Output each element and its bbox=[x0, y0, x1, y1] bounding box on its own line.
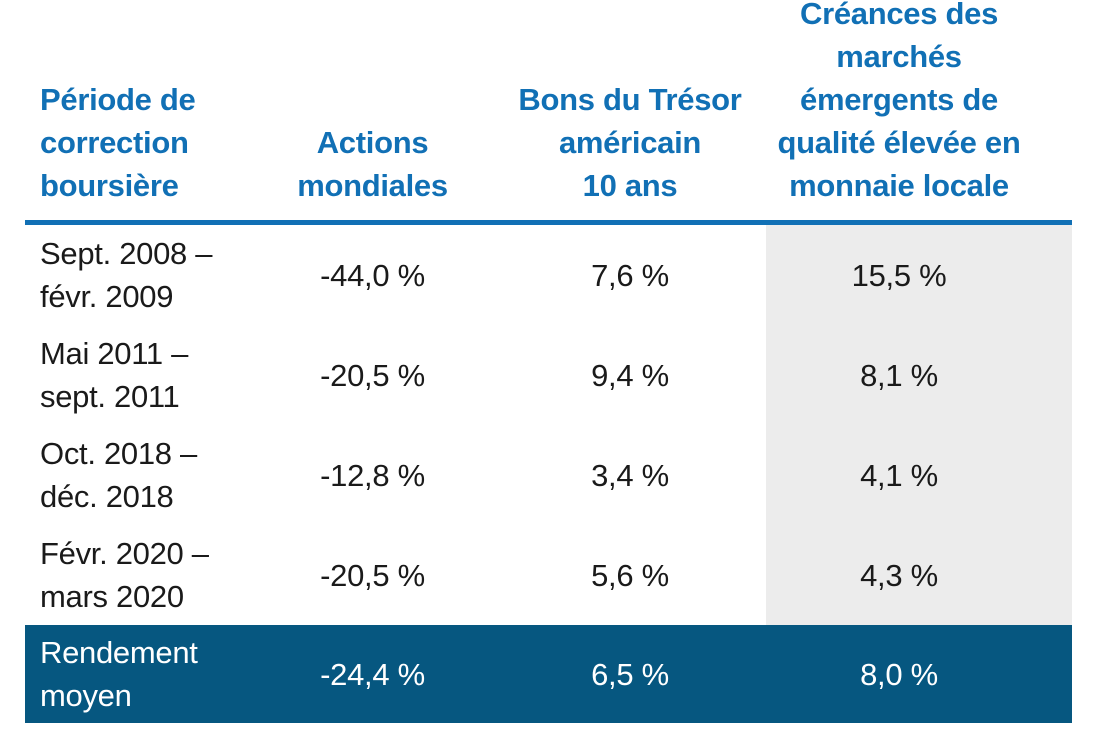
col-header-global-equities: Actions mondiales bbox=[297, 125, 448, 203]
col-header-us-treasury: Bons du Trésor américain 10 ans bbox=[518, 82, 742, 203]
cell-em-debt: 8,1 % bbox=[860, 357, 938, 393]
cell-equities: -20,5 % bbox=[320, 557, 425, 593]
cell-treasury: 9,4 % bbox=[591, 357, 669, 393]
cell-em-debt: 4,3 % bbox=[860, 557, 938, 593]
cell-equities: -12,8 % bbox=[320, 457, 425, 493]
header-divider-line bbox=[25, 220, 1072, 225]
cell-period: Sept. 2008 – févr. 2009 bbox=[40, 236, 213, 314]
table-header-row: Période de correction boursière Actions … bbox=[0, 0, 1100, 207]
col-header-period: Période de correction boursière bbox=[40, 82, 196, 203]
cell-period: Févr. 2020 – mars 2020 bbox=[40, 536, 209, 614]
table-row: Sept. 2008 – févr. 2009 -44,0 % 7,6 % 15… bbox=[25, 225, 1072, 325]
cell-treasury: 6,5 % bbox=[591, 656, 669, 692]
cell-treasury: 3,4 % bbox=[591, 457, 669, 493]
table-row: Févr. 2020 – mars 2020 -20,5 % 5,6 % 4,3… bbox=[25, 525, 1072, 625]
cell-period: Mai 2011 – sept. 2011 bbox=[40, 336, 189, 414]
cell-em-debt: 8,0 % bbox=[860, 656, 938, 692]
col-header-em-debt: Créances des marchés émergents de qualit… bbox=[777, 0, 1021, 203]
cell-equities: -44,0 % bbox=[320, 257, 425, 293]
cell-treasury: 5,6 % bbox=[591, 557, 669, 593]
cell-em-debt: 4,1 % bbox=[860, 457, 938, 493]
table-row: Oct. 2018 – déc. 2018 -12,8 % 3,4 % 4,1 … bbox=[25, 425, 1072, 525]
cell-period: Oct. 2018 – déc. 2018 bbox=[40, 436, 197, 514]
cell-equities: -24,4 % bbox=[320, 656, 425, 692]
highlight-column-background bbox=[766, 225, 1072, 625]
cell-period: Rendement moyen bbox=[40, 635, 198, 713]
cell-treasury: 7,6 % bbox=[591, 257, 669, 293]
cell-em-debt: 15,5 % bbox=[851, 257, 947, 293]
table-row: Mai 2011 – sept. 2011 -20,5 % 9,4 % 8,1 … bbox=[25, 325, 1072, 425]
average-return-row: Rendement moyen -24,4 % 6,5 % 8,0 % bbox=[25, 625, 1072, 723]
cell-equities: -20,5 % bbox=[320, 357, 425, 393]
